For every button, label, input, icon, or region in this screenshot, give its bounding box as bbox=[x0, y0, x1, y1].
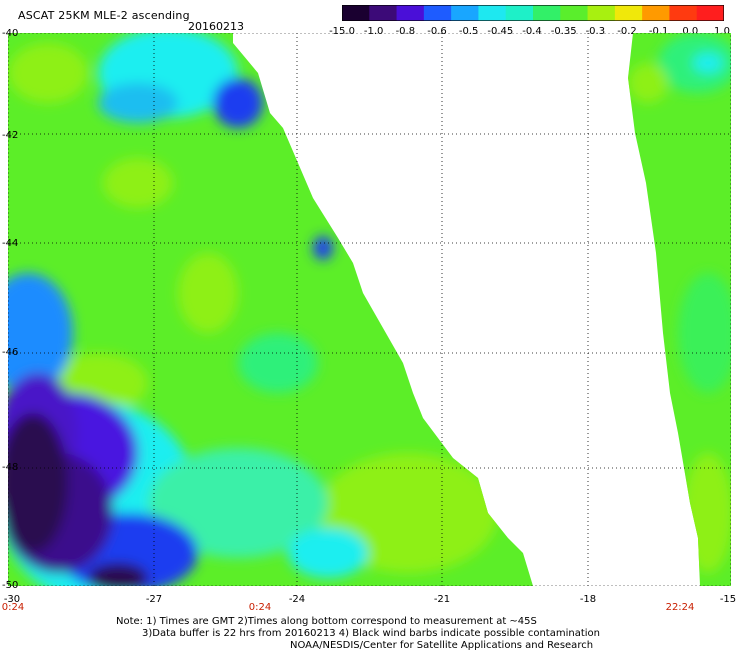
colorbar-swatch bbox=[533, 5, 561, 21]
colorbar-swatch bbox=[423, 5, 452, 21]
colorbar-swatch bbox=[560, 5, 589, 21]
time-label: 0:24 bbox=[1, 602, 25, 613]
map-grid bbox=[8, 33, 731, 586]
note-line-3: NOAA/NESDIS/Center for Satellite Applica… bbox=[290, 640, 594, 651]
lon-label: -21 bbox=[433, 594, 451, 605]
lon-label: -27 bbox=[145, 594, 163, 605]
note-line-2: 3)Data buffer is 22 hrs from 20160213 4)… bbox=[142, 628, 600, 639]
swath-map bbox=[8, 33, 731, 586]
lon-label: -15 bbox=[719, 594, 737, 605]
lat-label: -44 bbox=[2, 238, 19, 249]
lat-label: -42 bbox=[2, 130, 19, 141]
map-date: 20160213 bbox=[188, 20, 244, 33]
note-line-1: Note: 1) Times are GMT 2)Times along bot… bbox=[116, 616, 537, 627]
colorbar-swatch bbox=[478, 5, 507, 21]
lon-label: -24 bbox=[288, 594, 306, 605]
colorbar-label: -0.6 bbox=[427, 26, 447, 37]
colorbar-swatch bbox=[669, 5, 698, 21]
lat-label: -48 bbox=[2, 462, 19, 473]
colorbar-label: -0.45 bbox=[487, 26, 514, 37]
colorbar bbox=[342, 5, 724, 21]
colorbar-swatch bbox=[451, 5, 479, 21]
colorbar-label: 1.0 bbox=[714, 26, 730, 37]
colorbar-label: -0.5 bbox=[458, 26, 479, 37]
colorbar-swatch bbox=[505, 5, 534, 21]
colorbar-swatch bbox=[396, 5, 425, 21]
lon-label: -30 bbox=[3, 594, 21, 605]
time-label: 22:24 bbox=[665, 602, 695, 613]
time-label: 0:24 bbox=[248, 602, 272, 613]
map-title: ASCAT 25KM MLE-2 ascending bbox=[18, 9, 190, 22]
lon-label: -18 bbox=[579, 594, 597, 605]
lat-label: -40 bbox=[2, 28, 19, 39]
colorbar-label: -0.1 bbox=[648, 26, 669, 37]
colorbar-swatch bbox=[342, 5, 370, 21]
colorbar-swatch bbox=[696, 5, 724, 21]
colorbar-label: -0.8 bbox=[395, 26, 416, 37]
swath-right bbox=[628, 33, 731, 586]
colorbar-label: -15.0 bbox=[329, 26, 355, 37]
colorbar-label: -0.4 bbox=[522, 26, 542, 37]
colorbar-swatch bbox=[587, 5, 616, 21]
colorbar-label: 0.0 bbox=[682, 26, 699, 37]
colorbar-label: -0.2 bbox=[617, 26, 637, 37]
colorbar-swatch bbox=[614, 5, 643, 21]
swath-left bbox=[8, 33, 533, 586]
colorbar-swatch bbox=[642, 5, 670, 21]
colorbar-label: -1.0 bbox=[363, 26, 384, 37]
colorbar-swatch bbox=[369, 5, 398, 21]
lat-label: -50 bbox=[2, 580, 19, 591]
colorbar-label: -0.3 bbox=[585, 26, 606, 37]
colorbar-label: -0.35 bbox=[550, 26, 577, 37]
lat-label: -46 bbox=[2, 347, 19, 358]
map-frame bbox=[8, 33, 731, 586]
